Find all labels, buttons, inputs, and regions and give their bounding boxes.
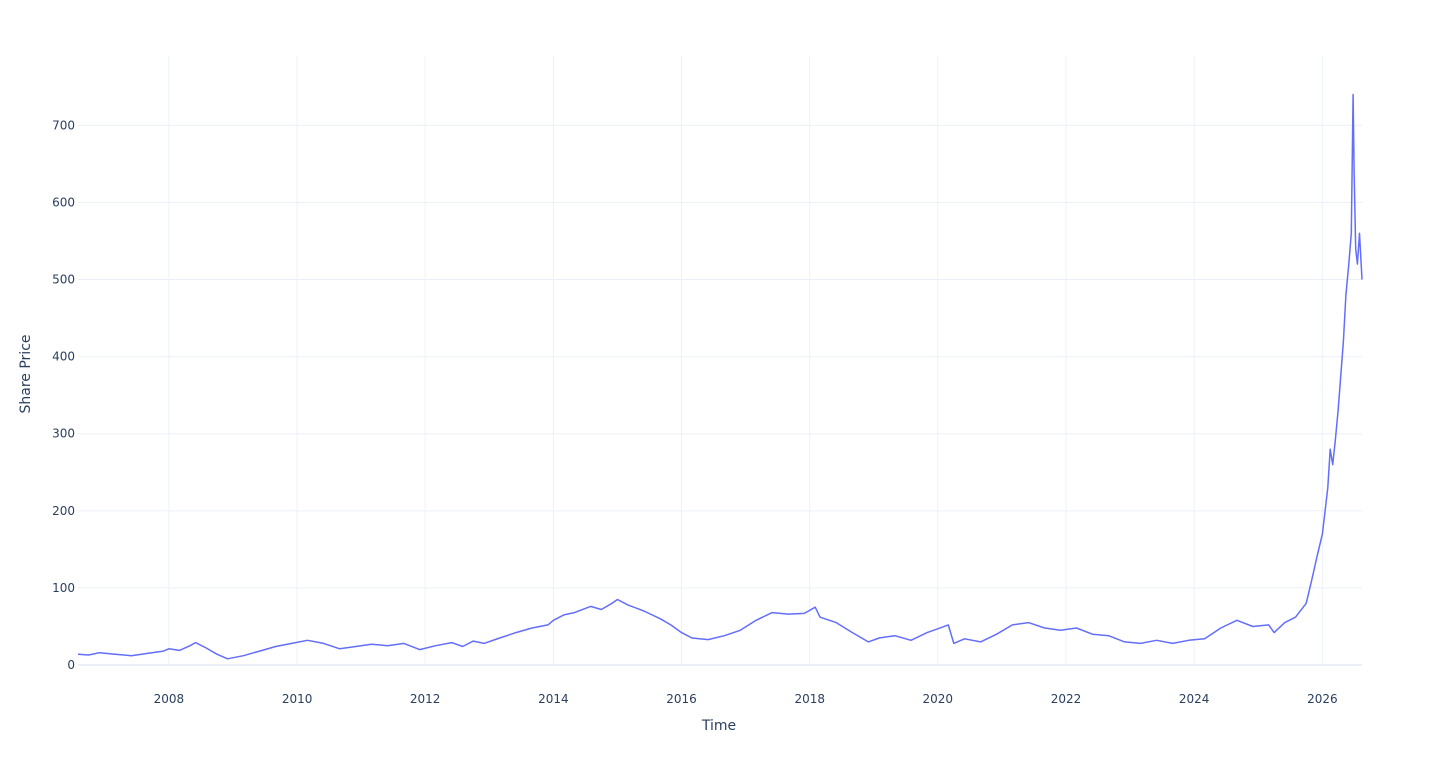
y-axis-title: Share Price: [18, 334, 34, 413]
y-tick-label: 100: [52, 581, 75, 595]
x-gridlines: [168, 56, 1323, 665]
x-tick-label: 2008: [154, 692, 185, 706]
y-axis-ticks: 0 100 200 300 400 500 600 700: [52, 118, 75, 672]
y-gridlines: [78, 124, 1362, 666]
x-axis-title: Time: [701, 718, 736, 734]
x-tick-label: 2024: [1179, 692, 1210, 706]
y-tick-label: 400: [52, 350, 75, 364]
y-tick-label: 200: [52, 504, 75, 518]
share-price-series-line: [77, 93, 1363, 660]
x-tick-label: 2022: [1051, 692, 1082, 706]
y-tick-label: 300: [52, 427, 75, 441]
x-tick-label: 2012: [410, 692, 441, 706]
y-tick-label: 700: [52, 118, 75, 132]
x-tick-label: 2018: [794, 692, 825, 706]
x-tick-label: 2016: [666, 692, 697, 706]
y-tick-label: 0: [67, 658, 75, 672]
y-tick-label: 600: [52, 195, 75, 209]
x-tick-label: 2010: [282, 692, 313, 706]
plot-area: [77, 93, 1363, 660]
x-tick-label: 2026: [1307, 692, 1338, 706]
x-tick-label: 2020: [923, 692, 954, 706]
x-tick-label: 2014: [538, 692, 569, 706]
y-tick-label: 500: [52, 273, 75, 287]
x-axis-ticks: 2008 2010 2012 2014 2016 2018 2020 2022 2024 2026: [154, 692, 1338, 706]
